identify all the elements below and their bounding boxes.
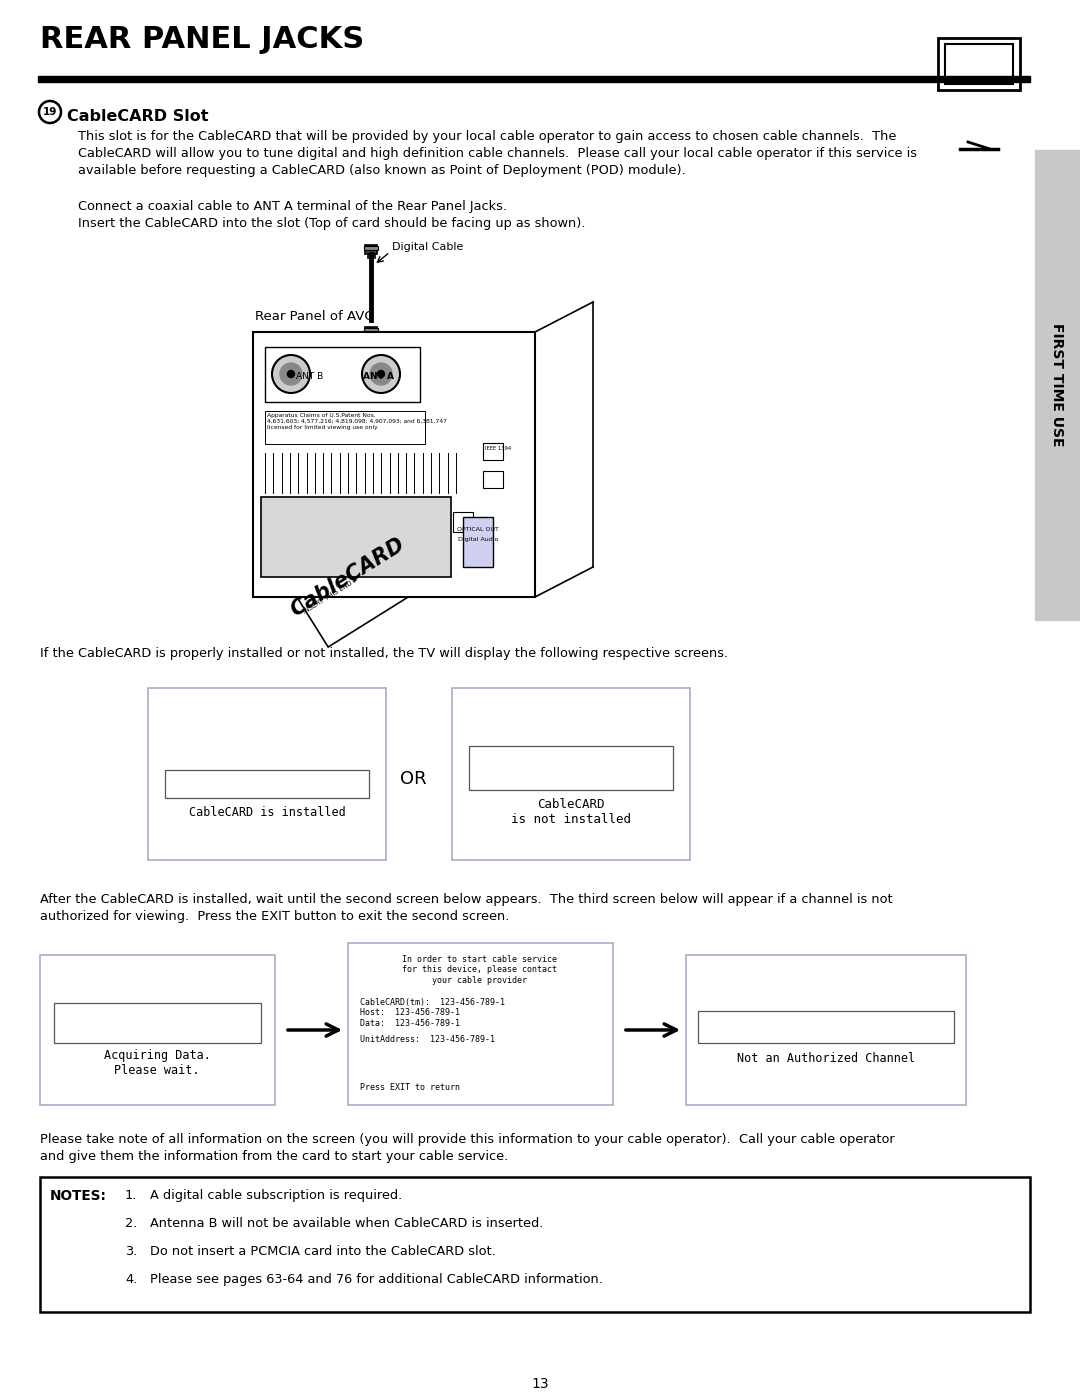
Bar: [463, 517, 492, 567]
Text: FIRST TIME USE: FIRST TIME USE: [1050, 323, 1064, 447]
Text: OR: OR: [400, 770, 427, 788]
Text: Digital Cable: Digital Cable: [392, 242, 463, 251]
Text: UnitAddress:  123-456-789-1: UnitAddress: 123-456-789-1: [360, 1035, 495, 1044]
Text: In order to start cable service
for this device, please contact
your cable provi: In order to start cable service for this…: [403, 956, 557, 985]
Text: Please take note of all information on the screen (you will provide this informa: Please take note of all information on t…: [40, 1133, 894, 1146]
Text: ANT A: ANT A: [363, 372, 394, 381]
Text: REAR PANEL JACKS: REAR PANEL JACKS: [40, 25, 364, 54]
Bar: [686, 956, 966, 1105]
Bar: [40, 956, 275, 1105]
Text: 19: 19: [43, 108, 57, 117]
Circle shape: [280, 363, 302, 386]
Text: Connect a coaxial cable to ANT A terminal of the Rear Panel Jacks.: Connect a coaxial cable to ANT A termina…: [78, 200, 507, 212]
Bar: [365, 327, 377, 337]
Text: Antenna B will not be available when CableCARD is inserted.: Antenna B will not be available when Cab…: [150, 1217, 543, 1229]
Circle shape: [378, 370, 384, 377]
Bar: [364, 328, 378, 332]
Bar: [469, 746, 673, 789]
Text: CableCARD will allow you to tune digital and high definition cable channels.  Pl: CableCARD will allow you to tune digital…: [78, 147, 917, 161]
Text: 4.: 4.: [125, 1273, 137, 1287]
Text: 2.: 2.: [125, 1217, 137, 1229]
Bar: [453, 687, 690, 861]
Bar: [367, 254, 375, 258]
Circle shape: [287, 370, 295, 377]
Text: Apparatus Claims of U.S.Patent Nos.
4,631,603; 4,577,216; 4,819,098; 4,907,093; : Apparatus Claims of U.S.Patent Nos. 4,63…: [267, 414, 447, 430]
Text: NOTES:: NOTES:: [50, 1189, 107, 1203]
Text: Acquiring Data.
Please wait.: Acquiring Data. Please wait.: [104, 1049, 211, 1077]
Bar: [453, 511, 473, 532]
Text: CableCARD(tm):  123-456-789-1
Host:  123-456-789-1
Data:  123-456-789-1: CableCARD(tm): 123-456-789-1 Host: 123-4…: [360, 997, 505, 1028]
Circle shape: [362, 355, 400, 393]
Text: Not an Authorized Channel: Not an Authorized Channel: [737, 1052, 915, 1066]
Text: CableCARD Slot: CableCARD Slot: [67, 109, 208, 124]
Bar: [275, 504, 421, 647]
Bar: [265, 346, 420, 402]
Bar: [483, 471, 503, 488]
Text: If the CableCARD is properly installed or not installed, the TV will display the: If the CableCARD is properly installed o…: [40, 647, 728, 659]
Bar: [483, 443, 503, 460]
Text: INSERT THIS END ►: INSERT THIS END ►: [302, 576, 360, 615]
Bar: [265, 411, 426, 444]
Text: CableCARD is installed: CableCARD is installed: [189, 806, 346, 819]
Text: CableCARD
is not installed: CableCARD is not installed: [511, 798, 631, 826]
Text: available before requesting a CableCARD (also known as Point of Deployment (POD): available before requesting a CableCARD …: [78, 163, 686, 177]
Bar: [38, 75, 1030, 82]
Text: authorized for viewing.  Press the EXIT button to exit the second screen.: authorized for viewing. Press the EXIT b…: [40, 909, 510, 923]
Circle shape: [272, 355, 310, 393]
Text: OPTICAL OUT: OPTICAL OUT: [457, 527, 499, 532]
Bar: [261, 497, 451, 577]
Bar: [367, 337, 375, 339]
Bar: [1035, 149, 1080, 620]
Bar: [253, 332, 535, 597]
Text: Please see pages 63-64 and 76 for additional CableCARD information.: Please see pages 63-64 and 76 for additi…: [150, 1273, 603, 1287]
Bar: [939, 38, 1020, 89]
Bar: [54, 1003, 261, 1044]
Text: Insert the CableCARD into the slot (Top of card should be facing up as shown).: Insert the CableCARD into the slot (Top …: [78, 217, 585, 231]
Text: 3.: 3.: [125, 1245, 137, 1259]
Text: Do not insert a PCMCIA card into the CableCARD slot.: Do not insert a PCMCIA card into the Cab…: [150, 1245, 496, 1259]
Text: A digital cable subscription is required.: A digital cable subscription is required…: [150, 1189, 402, 1201]
Bar: [348, 943, 613, 1105]
Text: Press EXIT to return: Press EXIT to return: [360, 1083, 460, 1092]
Bar: [165, 770, 369, 798]
Bar: [365, 244, 377, 254]
Circle shape: [370, 363, 392, 386]
Text: ANT B: ANT B: [296, 372, 323, 381]
Text: and give them the information from the card to start your cable service.: and give them the information from the c…: [40, 1150, 509, 1162]
Bar: [148, 687, 386, 861]
Text: IEEE 1394: IEEE 1394: [485, 446, 511, 451]
Text: 1.: 1.: [125, 1189, 137, 1201]
Text: CableCARD: CableCARD: [287, 534, 408, 620]
Text: This slot is for the CableCARD that will be provided by your local cable operato: This slot is for the CableCARD that will…: [78, 130, 896, 142]
Bar: [40, 1178, 1030, 1312]
Bar: [364, 246, 378, 250]
Text: Rear Panel of AVC: Rear Panel of AVC: [255, 310, 374, 323]
Bar: [698, 1011, 954, 1044]
Text: Digital Audio: Digital Audio: [458, 536, 498, 542]
Text: 13: 13: [531, 1377, 549, 1391]
Bar: [945, 43, 1013, 84]
Text: After the CableCARD is installed, wait until the second screen below appears.  T: After the CableCARD is installed, wait u…: [40, 893, 893, 907]
